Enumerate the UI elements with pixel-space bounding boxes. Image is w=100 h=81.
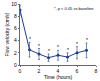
svg-text:8: 8 bbox=[14, 13, 17, 19]
svg-text:*: * bbox=[86, 37, 88, 43]
svg-text:*, p < 0.05 vs baseline: *, p < 0.05 vs baseline bbox=[54, 6, 94, 11]
svg-text:8: 8 bbox=[95, 68, 98, 74]
svg-text:6: 6 bbox=[76, 68, 79, 74]
svg-text:*: * bbox=[76, 41, 78, 47]
svg-text:*: * bbox=[57, 44, 59, 50]
svg-text:6: 6 bbox=[14, 25, 17, 31]
svg-text:Flow velocity (cm/s): Flow velocity (cm/s) bbox=[4, 12, 10, 56]
svg-text:10: 10 bbox=[11, 1, 17, 7]
svg-text:4: 4 bbox=[57, 68, 60, 74]
svg-text:4: 4 bbox=[14, 37, 17, 43]
svg-text:*: * bbox=[67, 47, 69, 53]
svg-text:0: 0 bbox=[14, 62, 17, 68]
svg-text:Time (hours): Time (hours) bbox=[44, 74, 72, 80]
svg-text:*: * bbox=[38, 43, 40, 49]
svg-text:*: * bbox=[29, 36, 31, 42]
svg-text:2: 2 bbox=[38, 68, 41, 74]
svg-text:*: * bbox=[48, 48, 50, 54]
svg-text:2: 2 bbox=[14, 50, 17, 56]
svg-text:0: 0 bbox=[19, 68, 22, 74]
